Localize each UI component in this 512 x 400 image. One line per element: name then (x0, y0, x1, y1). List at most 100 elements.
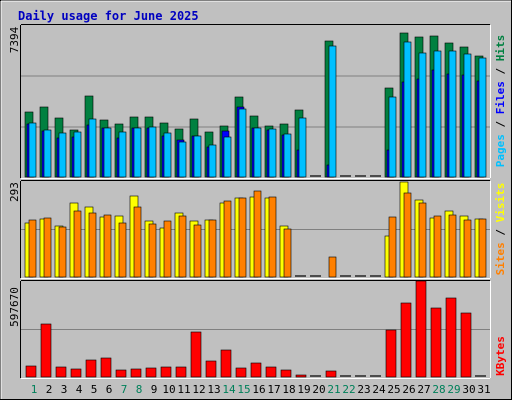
pages-bar-day-27 (418, 52, 427, 178)
kbytes-bar-day-28 (430, 307, 442, 378)
day-label: 3 (61, 383, 68, 396)
kbytes-bar-day-10 (160, 366, 172, 378)
day-label: 2 (46, 383, 53, 396)
kbytes-bar-day-3 (55, 366, 67, 378)
kbytes-bar-day-5 (85, 359, 97, 378)
kbytes-bar-day-12 (190, 331, 202, 378)
day-label: 24 (372, 383, 386, 396)
kbytes-bar-day-17 (265, 366, 277, 378)
kbytes-bar-day-25 (385, 329, 397, 378)
day-label: 20 (312, 383, 325, 396)
kbytes-bar-day-8 (130, 368, 142, 378)
kbytes-bar-day-14 (220, 349, 232, 378)
panel-visits-sites: 293 Sites / Visits (8, 180, 507, 279)
day-label: 30 (462, 383, 475, 396)
pages-bar-day-14 (223, 136, 232, 178)
sites-bar-day-28 (433, 215, 442, 278)
kbytes-bar-day-6 (100, 357, 112, 378)
pages-bar-day-25 (388, 96, 397, 178)
chart-title: Daily usage for June 2025 (18, 9, 199, 23)
sites-bar-day-26 (403, 192, 412, 278)
legend-sites: Sites (494, 242, 507, 275)
legend-sep-2: / (494, 61, 507, 81)
day-label: 22 (342, 383, 355, 396)
pages-bar-day-16 (253, 127, 262, 178)
pages-bar-day-4 (73, 131, 82, 178)
pages-bar-day-11 (178, 141, 187, 178)
day-label: 11 (177, 383, 190, 396)
pages-bar-day-28 (433, 50, 442, 178)
sites-bar-day-31 (478, 218, 487, 278)
sites-bar-day-18 (283, 228, 292, 278)
legend-sep-3: / (494, 222, 507, 242)
pages-bar-day-18 (283, 133, 292, 178)
panel3-bars (25, 280, 486, 378)
sites-bar-day-13 (208, 219, 217, 278)
pages-bar-day-9 (148, 126, 157, 178)
kbytes-bar-day-27 (415, 280, 427, 378)
kbytes-bar-day-15 (235, 367, 247, 378)
sites-bar-day-29 (448, 214, 457, 278)
kbytes-bar-day-9 (145, 367, 157, 378)
day-label: 31 (477, 383, 490, 396)
pages-bar-day-30 (463, 53, 472, 178)
kbytes-bar-day-30 (460, 312, 472, 378)
day-label: 7 (121, 383, 128, 396)
day-label: 17 (267, 383, 280, 396)
sites-bar-day-16 (253, 190, 262, 278)
legend-sep-1: / (494, 114, 507, 134)
panel2-ymax-label: 293 (8, 182, 21, 202)
pages-bar-day-1 (28, 122, 37, 178)
pages-bar-day-29 (448, 50, 457, 178)
day-label: 21 (327, 383, 340, 396)
panel2-right-label: Sites / Visits (494, 183, 507, 276)
pages-bar-day-3 (58, 132, 67, 178)
day-label: 26 (402, 383, 415, 396)
panel-hits-files-pages: 7394 Pages / Files / Hits (8, 24, 507, 179)
day-label: 6 (106, 383, 113, 396)
sites-bar-day-8 (133, 206, 142, 278)
day-axis-labels: 1 2 3 4 5 6 7 8 9 10 11 12 13 14 15 16 17 18 19 20 21 22 23 24 2… (31, 383, 491, 396)
pages-bar-day-17 (268, 128, 277, 178)
day-label: 19 (297, 383, 310, 396)
day-label: 4 (76, 383, 83, 396)
kbytes-bar-day-13 (205, 360, 217, 378)
day-label: 5 (91, 383, 98, 396)
pages-bar-day-12 (193, 135, 202, 178)
sites-bar-day-1 (28, 219, 37, 278)
day-label: 28 (432, 383, 445, 396)
sites-bar-day-30 (463, 219, 472, 278)
pages-bar-day-8 (133, 127, 142, 178)
panel1-bars (24, 32, 487, 178)
sites-bar-day-12 (193, 224, 202, 278)
legend-hits: Hits (494, 35, 507, 62)
pages-bar-day-10 (163, 132, 172, 178)
kbytes-bar-day-7 (115, 369, 127, 378)
day-label: 9 (151, 383, 158, 396)
sites-bar-day-11 (178, 215, 187, 278)
sites-bar-day-14 (223, 200, 232, 278)
sites-bar-day-25 (388, 216, 397, 278)
kbytes-bar-day-16 (250, 362, 262, 378)
day-label: 18 (282, 383, 295, 396)
sites-bar-day-5 (88, 212, 97, 278)
day-label: 23 (357, 383, 370, 396)
sites-bar-day-6 (103, 214, 112, 278)
day-label: 29 (447, 383, 460, 396)
legend-pages: Pages (494, 134, 507, 167)
kbytes-bar-day-2 (40, 323, 52, 378)
sites-bar-day-2 (43, 217, 52, 278)
pages-bar-day-6 (103, 127, 112, 178)
panel-kbytes: 597670 KBytes (8, 280, 507, 379)
day-label: 15 (237, 383, 250, 396)
kbytes-bar-day-26 (400, 302, 412, 378)
pages-bar-day-31 (478, 57, 487, 178)
panel1-right-label: Pages / Files / Hits (494, 35, 507, 168)
legend-files: Files (494, 81, 507, 114)
pages-bar-day-15 (238, 108, 247, 178)
panel1-ymax-label: 7394 (8, 26, 21, 53)
kbytes-bar-day-18 (280, 369, 292, 378)
kbytes-bar-day-1 (25, 365, 37, 378)
panel2-bars (24, 181, 487, 278)
day-label: 12 (192, 383, 205, 396)
